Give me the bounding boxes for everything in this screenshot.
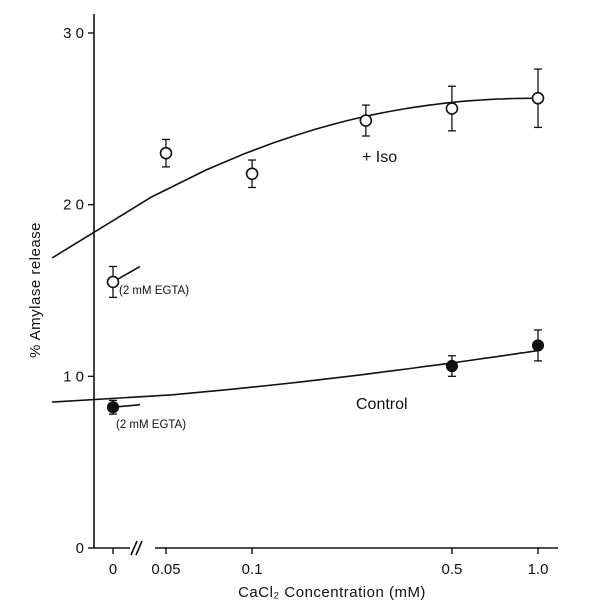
open-marker xyxy=(359,114,373,127)
fit-curves xyxy=(51,97,539,409)
y-tick-label: 2 0 xyxy=(63,197,84,214)
iso-point xyxy=(159,138,173,168)
y-tick-label: 3 0 xyxy=(63,25,84,42)
control-point xyxy=(531,329,545,362)
series-label-iso: + Iso xyxy=(362,149,397,166)
x-tick-label: 0.1 xyxy=(242,561,263,578)
filled-marker xyxy=(106,401,120,414)
data-points xyxy=(106,68,545,415)
open-marker xyxy=(531,91,545,105)
control-point xyxy=(445,355,459,377)
control-curve xyxy=(52,349,539,403)
x-tick-label: 0 xyxy=(109,561,117,578)
iso-point xyxy=(245,159,259,189)
x-ticks: 0 0.05 0.1 0.5 1.0 xyxy=(109,548,549,578)
control-egta-annotation: (2 mM EGTA) xyxy=(116,419,186,431)
y-tick-label: 1 0 xyxy=(63,368,84,385)
series-labels: + Iso Control (2 mM EGTA) (2 mM EGTA) xyxy=(116,149,408,431)
break-slash xyxy=(135,540,143,556)
x-axis-break-mark xyxy=(130,540,143,556)
x-tick-label: 0.5 xyxy=(441,561,462,578)
iso-egta-annotation: (2 mM EGTA) xyxy=(119,285,189,297)
series-label-control: Control xyxy=(356,396,408,413)
open-marker xyxy=(245,167,259,181)
iso-point xyxy=(106,265,120,299)
iso-point xyxy=(359,104,373,137)
control-point xyxy=(106,399,120,415)
x-tick-label: 1.0 xyxy=(528,561,549,578)
y-axis-title: % Amylase release xyxy=(27,222,44,358)
iso-point xyxy=(445,85,459,132)
axes xyxy=(93,14,558,556)
x-tick-label: 0.05 xyxy=(151,561,180,578)
y-ticks: 0 1 0 2 0 3 0 xyxy=(63,25,94,557)
y-tick-label: 0 xyxy=(76,540,84,557)
iso-point xyxy=(531,68,545,129)
iso-curve xyxy=(51,97,538,259)
open-marker xyxy=(159,146,173,160)
open-marker xyxy=(106,275,120,289)
open-marker xyxy=(445,102,459,115)
break-slash xyxy=(130,540,138,556)
filled-marker xyxy=(531,339,545,352)
x-axis-title: CaCl₂ Concentration (mM) xyxy=(238,584,426,601)
filled-marker xyxy=(445,359,459,373)
